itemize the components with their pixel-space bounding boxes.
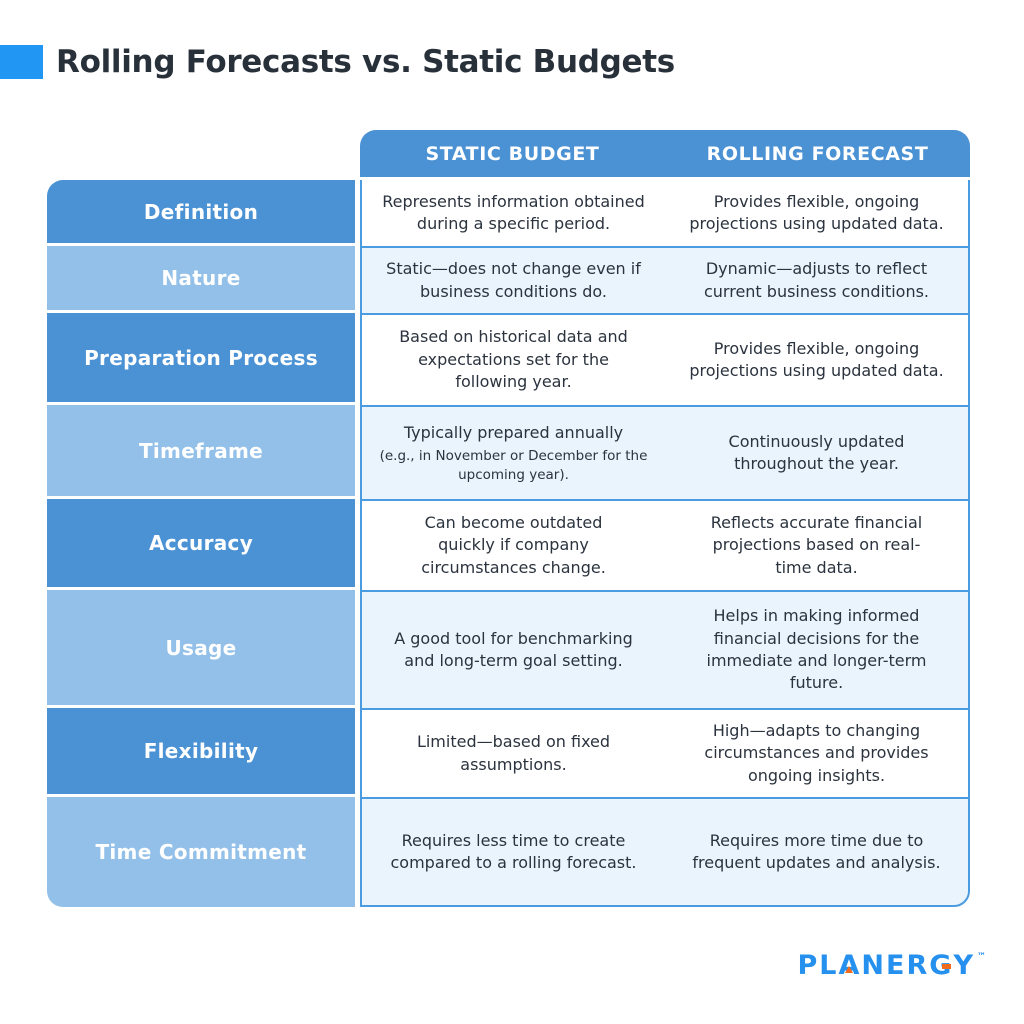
cell-text: Reflects accurate financial projections … (710, 512, 923, 577)
logo-text: NER (861, 950, 930, 981)
planergy-logo: PL A NER G Y ™ (798, 952, 986, 979)
cell-definition-rolling: Provides flexible, ongoing projections u… (665, 180, 968, 246)
logo-letter-a: A (838, 950, 862, 981)
row-label-usage: Usage (47, 590, 355, 705)
row-cells-nature: Static—does not change even if business … (360, 246, 970, 313)
cell-nature-static: Static—does not change even if business … (362, 248, 665, 313)
page-title: Rolling Forecasts vs. Static Budgets (56, 44, 675, 80)
cell-text: Provides flexible, ongoing projections u… (689, 338, 944, 380)
row-cells-accuracy: Can become outdated quickly if company c… (360, 499, 970, 590)
cell-text: Requires more time due to frequent updat… (692, 830, 941, 872)
cell-text: Based on historical data and expectation… (399, 327, 628, 392)
cell-preparation-rolling: Provides flexible, ongoing projections u… (665, 315, 968, 405)
logo-text: PL (797, 950, 839, 981)
row-cells-definition: Represents information obtained during a… (360, 180, 970, 246)
table-header: STATIC BUDGET ROLLING FORECAST (360, 130, 970, 177)
cell-preparation-static: Based on historical data and expectation… (362, 315, 665, 405)
logo-letter-g: G (929, 950, 954, 981)
cell-text: Continuously updated throughout the year… (728, 431, 905, 473)
cell-flexibility-rolling: High—adapts to changing circumstances an… (665, 710, 968, 797)
row-label-nature: Nature (47, 246, 355, 310)
row-label-timeframe: Timeframe (47, 405, 355, 496)
cell-nature-rolling: Dynamic—adjusts to reflect current busin… (665, 248, 968, 313)
cell-text: Provides flexible, ongoing projections u… (689, 191, 944, 233)
row-cells-flexibility: Limited—based on fixed assumptions. High… (360, 708, 970, 797)
row-label-preparation-process: Preparation Process (47, 313, 355, 402)
trademark-symbol: ™ (977, 952, 986, 962)
cell-text: Limited—based on fixed assumptions. (416, 732, 611, 774)
cell-usage-static: A good tool for benchmarking and long-te… (362, 592, 665, 708)
logo-text: Y (953, 950, 975, 981)
row-label-accuracy: Accuracy (47, 499, 355, 587)
row-cells-usage: A good tool for benchmarking and long-te… (360, 590, 970, 708)
cell-text: A good tool for benchmarking and long-te… (394, 628, 633, 670)
cell-text: Static—does not change even if business … (386, 259, 641, 301)
cell-accuracy-rolling: Reflects accurate financial projections … (665, 501, 968, 590)
row-label-flexibility: Flexibility (47, 708, 355, 794)
row-cells-preparation-process: Based on historical data and expectation… (360, 313, 970, 405)
cell-text: Represents information obtained during a… (382, 191, 645, 233)
cell-definition-static: Represents information obtained during a… (362, 180, 665, 246)
row-label-time-commitment: Time Commitment (47, 797, 355, 907)
column-header-static-budget: STATIC BUDGET (425, 142, 600, 165)
comparison-table: STATIC BUDGET ROLLING FORECAST Definitio… (47, 130, 970, 907)
title-accent-bar (0, 45, 43, 79)
cell-time-commitment-rolling: Requires more time due to frequent updat… (665, 799, 968, 905)
cell-text: Helps in making informed financial decis… (706, 606, 927, 693)
cell-flexibility-static: Limited—based on fixed assumptions. (362, 710, 665, 797)
row-cells-timeframe: Typically prepared annually (e.g., in No… (360, 405, 970, 499)
cell-text: Dynamic—adjusts to reflect current busin… (703, 259, 930, 301)
title-block: Rolling Forecasts vs. Static Budgets (0, 44, 675, 80)
cell-text: Requires less time to create compared to… (390, 830, 637, 872)
row-label-definition: Definition (47, 180, 355, 243)
cell-usage-rolling: Helps in making informed financial decis… (665, 592, 968, 708)
cell-text: Can become outdated quickly if company c… (421, 512, 606, 577)
column-header-rolling-forecast: ROLLING FORECAST (706, 142, 929, 165)
cell-timeframe-rolling: Continuously updated throughout the year… (665, 407, 968, 499)
row-cells-time-commitment: Requires less time to create compared to… (360, 797, 970, 907)
cell-text: High—adapts to changing circumstances an… (704, 720, 929, 785)
cell-timeframe-static-note: (e.g., in November or December for the u… (379, 448, 648, 483)
cell-text: Typically prepared annually (403, 423, 624, 443)
cell-time-commitment-static: Requires less time to create compared to… (362, 799, 665, 905)
cell-timeframe-static: Typically prepared annually (e.g., in No… (362, 407, 665, 499)
cell-accuracy-static: Can become outdated quickly if company c… (362, 501, 665, 590)
